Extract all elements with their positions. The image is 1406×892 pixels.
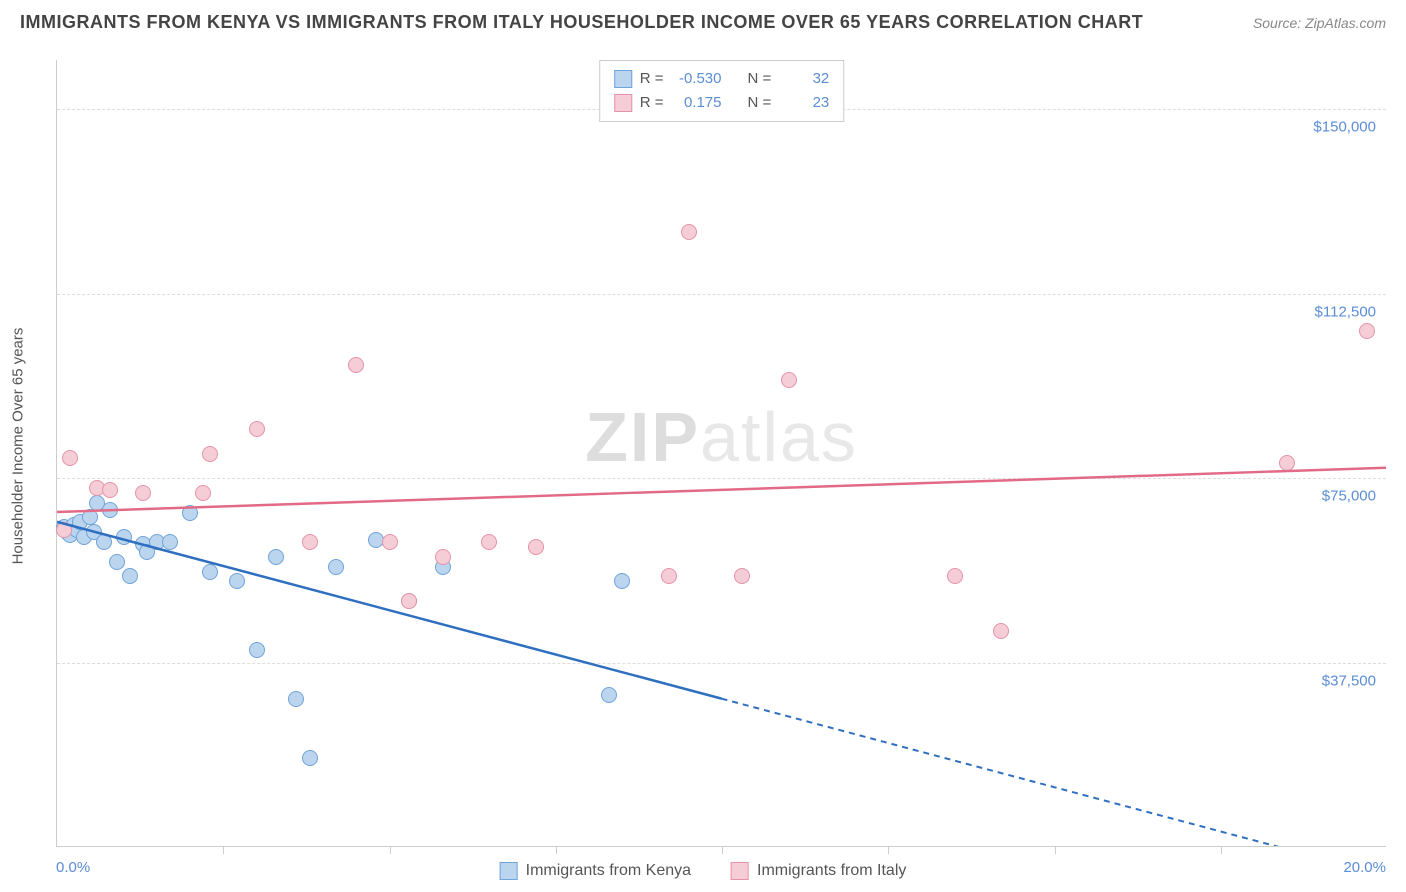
point-italy[interactable] [348,357,364,373]
point-italy[interactable] [661,568,677,584]
legend-item-italy[interactable]: Immigrants from Italy [731,862,906,880]
chart-plot-area: ZIPatlas R = -0.530 N = 32 R = 0.175 N =… [56,60,1386,847]
swatch-kenya-icon [500,862,518,880]
point-italy[interactable] [56,522,72,538]
point-italy[interactable] [302,534,318,550]
point-italy[interactable] [1279,455,1295,471]
point-italy[interactable] [401,593,417,609]
y-tick-label: $37,500 [1322,672,1376,689]
x-tick [1221,846,1222,854]
point-italy[interactable] [202,446,218,462]
n-value-kenya: 32 [779,67,829,91]
legend-item-kenya[interactable]: Immigrants from Kenya [500,862,691,880]
point-kenya[interactable] [328,559,344,575]
grid-line [57,478,1386,479]
point-kenya[interactable] [102,502,118,518]
point-italy[interactable] [681,224,697,240]
point-kenya[interactable] [249,642,265,658]
x-axis-max-label: 20.0% [1343,859,1386,876]
x-axis-min-label: 0.0% [56,859,90,876]
grid-line [57,663,1386,664]
trend-lines [57,60,1386,846]
x-tick [888,846,889,854]
source-attribution: Source: ZipAtlas.com [1253,15,1386,31]
point-italy[interactable] [481,534,497,550]
point-italy[interactable] [993,623,1009,639]
point-italy[interactable] [435,549,451,565]
y-tick-label: $112,500 [1315,303,1376,320]
point-italy[interactable] [249,421,265,437]
r-value-italy: 0.175 [672,91,722,115]
point-kenya[interactable] [288,691,304,707]
grid-line [57,294,1386,295]
y-axis-title: Householder Income Over 65 years [10,328,27,565]
point-italy[interactable] [195,485,211,501]
legend-row-italy: R = 0.175 N = 23 [614,91,830,115]
x-tick [390,846,391,854]
point-italy[interactable] [734,568,750,584]
y-tick-label: $150,000 [1313,119,1376,136]
watermark: ZIPatlas [585,397,858,477]
point-italy[interactable] [102,482,118,498]
r-value-kenya: -0.530 [672,67,722,91]
legend-row-kenya: R = -0.530 N = 32 [614,67,830,91]
point-kenya[interactable] [122,568,138,584]
swatch-kenya [614,70,632,88]
x-tick [1055,846,1056,854]
x-tick [556,846,557,854]
point-kenya[interactable] [268,549,284,565]
point-italy[interactable] [62,450,78,466]
point-kenya[interactable] [202,564,218,580]
point-kenya[interactable] [116,529,132,545]
point-kenya[interactable] [614,573,630,589]
x-tick [223,846,224,854]
point-kenya[interactable] [96,534,112,550]
point-kenya[interactable] [601,687,617,703]
swatch-italy-icon [731,862,749,880]
point-kenya[interactable] [109,554,125,570]
y-tick-label: $75,000 [1322,488,1376,505]
chart-title: IMMIGRANTS FROM KENYA VS IMMIGRANTS FROM… [20,12,1143,33]
point-kenya[interactable] [82,509,98,525]
point-italy[interactable] [135,485,151,501]
point-italy[interactable] [528,539,544,555]
n-value-italy: 23 [779,91,829,115]
point-italy[interactable] [1359,323,1375,339]
x-tick [722,846,723,854]
point-kenya[interactable] [229,573,245,589]
point-italy[interactable] [382,534,398,550]
series-legend: Immigrants from Kenya Immigrants from It… [500,862,907,880]
correlation-legend: R = -0.530 N = 32 R = 0.175 N = 23 [599,60,845,122]
point-italy[interactable] [781,372,797,388]
point-italy[interactable] [947,568,963,584]
point-kenya[interactable] [182,505,198,521]
point-kenya[interactable] [162,534,178,550]
swatch-italy [614,94,632,112]
point-kenya[interactable] [302,750,318,766]
